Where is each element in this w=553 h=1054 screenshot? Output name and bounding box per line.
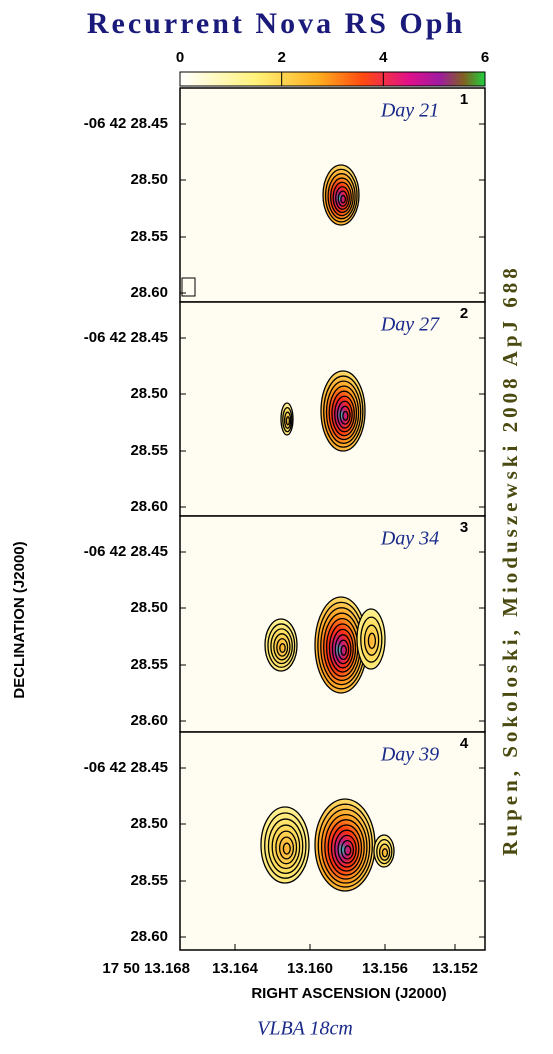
contour [276,638,289,657]
panel-number: 1 [460,91,468,108]
credit: Rupen, Sokoloski, Mioduszewski 2008 ApJ … [498,264,522,856]
contour [271,824,301,870]
contour [323,375,364,448]
x-tick-label: 13.156 [362,960,408,977]
contour [376,838,393,865]
colorbar-tick-label: 0 [176,49,184,66]
contour [360,616,383,663]
contour [320,808,371,884]
day-label: Day 27 [380,314,440,336]
colorbar [179,71,486,87]
footer: VLBA 18cm [257,1018,353,1040]
y-tick-label: 28.50 [130,599,168,616]
contour [320,370,366,452]
contour [367,632,377,649]
contour [337,834,357,864]
contour [334,634,352,665]
contour [267,623,296,668]
contour [340,194,347,204]
contour [283,411,292,429]
y-tick-label: 28.55 [130,442,168,459]
day-label: Day 21 [380,100,439,122]
contour [278,836,295,860]
contour [317,803,373,888]
contour [340,644,347,656]
contour [335,186,350,210]
panels: -06 42 28.45 28.50 28.55 28.60 Day 21 1 -06 42… [84,87,486,977]
contour [327,173,356,220]
y-tick-label: 28.60 [130,284,168,301]
panel-number: 2 [460,305,468,322]
contour [280,402,294,436]
contour [331,628,354,669]
contour [340,839,355,860]
y-tick-label: 28.55 [130,656,168,673]
colorbar-tick-label: 4 [379,49,388,66]
contour [330,824,363,872]
contour [381,848,389,858]
contour [336,400,353,429]
y-tick-label: 28.60 [130,928,168,945]
y-tick-label: 28.60 [130,498,168,515]
contour [331,390,358,437]
x-axis-label: RIGHT ASCENSION (J2000) [251,985,446,1002]
contour [328,623,357,673]
colorbar-tick-label: 2 [277,49,285,66]
contour [264,618,298,672]
contour [337,190,348,207]
contour [373,834,395,868]
contour [329,177,354,217]
contour [378,843,391,861]
contour [322,164,360,226]
contour [264,812,307,879]
contour [324,168,358,223]
x-tick-label: 17 50 13.168 [102,960,190,977]
panel-number: 3 [460,519,468,536]
contour [275,830,298,865]
contour [334,395,355,433]
contour [342,410,349,421]
contour [270,628,293,665]
contour [273,633,291,661]
contour [337,639,350,661]
contour [328,385,360,441]
contour [334,829,360,868]
contour [267,818,304,874]
y-tick-label: 28.50 [130,385,168,402]
x-tick-label: 13.160 [287,960,333,977]
beam-box [181,277,196,297]
x-tick-label: 13.152 [432,960,478,977]
contour [363,624,380,656]
y-tick-label: -06 42 28.45 [84,759,168,776]
contour [324,813,368,880]
contour [279,643,286,653]
y-tick-label: 28.55 [130,872,168,889]
y-tick-label: 28.50 [130,815,168,832]
day-label: Day 39 [380,744,439,766]
contour [339,405,351,425]
contour [332,181,352,214]
y-tick-label: -06 42 28.45 [84,115,168,132]
y-tick-label: 28.60 [130,712,168,729]
contour [325,380,362,444]
colorbar-tick-label: 6 [481,49,489,66]
contour [260,806,310,884]
panel-number: 4 [460,735,469,752]
day-label: Day 34 [380,528,439,550]
contour [327,819,365,876]
contour [344,845,352,856]
contour [356,608,386,670]
contour [282,406,293,433]
y-tick-label: 28.55 [130,228,168,245]
contour [282,842,291,855]
y-tick-label: 28.50 [130,171,168,188]
contour [285,416,291,426]
x-tick-label: 13.164 [212,960,259,977]
title: Recurrent Nova RS Oph [87,7,465,40]
y-axis-label: DECLINATION (J2000) [11,541,28,698]
y-tick-label: -06 42 28.45 [84,543,168,560]
y-tick-label: -06 42 28.45 [84,329,168,346]
